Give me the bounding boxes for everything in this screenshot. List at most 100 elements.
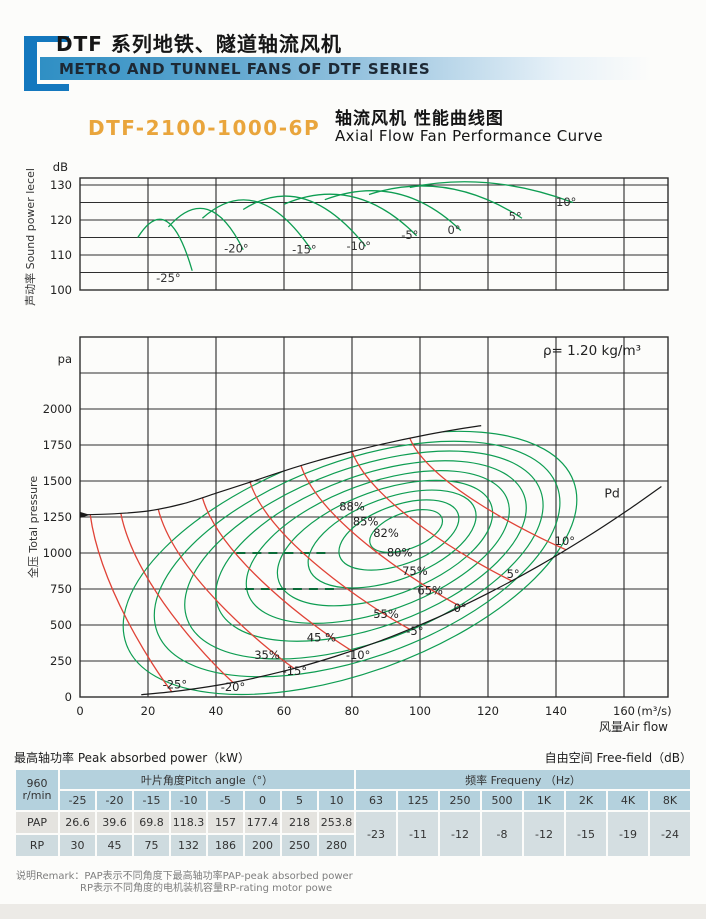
sound-curve--20° [167, 207, 244, 251]
y-tick-label: 1750 [43, 438, 72, 452]
free-field-db-value: -23 [356, 812, 396, 856]
rp-value: 200 [245, 835, 280, 856]
pitch-curve--10° [201, 497, 353, 652]
frequency-value: 500 [482, 791, 522, 810]
x-tick-label: 0 [76, 704, 83, 718]
y-tick-label: 1500 [43, 474, 72, 488]
x-tick-label: 20 [141, 704, 156, 718]
sound-curve-label: -25° [156, 271, 181, 285]
pitch-angle-header: 叶片角度Pitch angle（°） [60, 770, 354, 789]
y-tick-label: 100 [50, 283, 72, 297]
table-titles: 最高轴功率 Peak absorbed power（kW） 自由空间 Free-… [14, 749, 692, 766]
y-tick-label: 0 [65, 690, 72, 704]
sound-curve-label: 10° [556, 195, 576, 209]
envelope-axis-marker [80, 511, 90, 518]
pitch-curve-5° [351, 451, 513, 582]
density-annotation: ρ= 1.20 kg/m³ [543, 343, 641, 359]
x-axis-unit: (m³/s) [637, 704, 672, 718]
pitch-curve--15° [157, 508, 295, 670]
rp-value: 132 [171, 835, 206, 856]
remark: 说明Remark：PAP表示不同角度下最高轴功率PAP-peak absorbe… [16, 871, 353, 895]
y-axis-title: 声动率 Sound power lecel [23, 168, 37, 306]
pitch-angle-value: 0 [245, 791, 280, 810]
banner-text: METRO AND TUNNEL FANS OF DTF SERIES [59, 59, 431, 78]
frequency-value: 8K [650, 791, 690, 810]
rp-value: 75 [134, 835, 169, 856]
sound-curve-label: 5° [509, 210, 522, 224]
frequency-value: 250 [440, 791, 480, 810]
frequency-value: 125 [398, 791, 438, 810]
y-tick-label: 1000 [43, 546, 72, 560]
performance-chart: Pd 88% 85%82% 80% 75% 65% 55% 45 % 35% -25° -20° -1… [26, 336, 672, 734]
x-tick-label: 40 [209, 704, 224, 718]
frequency-header: 频率 Frequeny （Hz） [356, 770, 690, 789]
y-axis-title: 全压 Total pressure [26, 476, 40, 578]
sound-curve-label: -15° [292, 242, 317, 256]
x-tick-label: 140 [545, 704, 567, 718]
sound-curve-label: -20° [224, 242, 249, 256]
efficiency-label: 35% [254, 648, 280, 662]
y-tick-label: 1250 [43, 510, 72, 524]
pitch-angle-value: 5 [282, 791, 317, 810]
free-field-db-value: -19 [608, 812, 648, 856]
y-axis-unit: dB [53, 160, 68, 174]
efficiency-contours [122, 430, 578, 696]
free-field-db-value: -24 [650, 812, 690, 856]
remark-line-1: 说明Remark：PAP表示不同角度下最高轴功率PAP-peak absorbe… [16, 871, 353, 882]
y-tick-label: 500 [50, 618, 72, 632]
sound-curve--10° [242, 195, 367, 247]
sound-power-chart: -25° -20° -15° -10° -5° 0° 5° 10° 100 110 120 130 dB… [23, 160, 669, 306]
speed-cell: 960 r/min [16, 770, 58, 810]
page-title: DTF 系列地铁、隧道轴流风机 [56, 32, 342, 56]
x-tick-label: 80 [345, 704, 360, 718]
rp-value: 186 [208, 835, 243, 856]
table-title-right: 自由空间 Free-field（dB） [544, 751, 692, 765]
rp-value: 280 [319, 835, 354, 856]
efficiency-label: 85% [353, 515, 379, 529]
pitch-angle-label: -10° [346, 648, 371, 662]
x-tick-label: 120 [477, 704, 499, 718]
pitch-angle-label: 0° [454, 601, 467, 615]
pd-label: Pd [604, 486, 619, 501]
x-tick-label: 100 [409, 704, 431, 718]
y-tick-label: 250 [50, 654, 72, 668]
pap-value: 39.6 [97, 812, 132, 833]
rp-row-label: RP [16, 835, 58, 856]
x-axis-title: 风量Air flow [599, 720, 668, 734]
sound-curve-label: 0° [447, 223, 460, 237]
pitch-angle-label: -5° [406, 624, 423, 638]
pitch-angle-label: -15° [283, 664, 308, 678]
pitch-angle-value: -5 [208, 791, 243, 810]
sound-curve-0° [324, 190, 462, 231]
efficiency-label: 88% [339, 499, 365, 513]
pap-value: 218 [282, 812, 317, 833]
pitch-curve-10° [409, 437, 567, 551]
chart-title-cn: 轴流风机 性能曲线图 [335, 109, 504, 129]
pap-row-label: PAP [16, 812, 58, 833]
free-field-db-value: -8 [482, 812, 522, 856]
pap-value: 253.8 [319, 812, 354, 833]
pitch-angle-value: -15 [134, 791, 169, 810]
free-field-db-value: -12 [440, 812, 480, 856]
sound-curve--25° [137, 218, 193, 271]
rp-value: 250 [282, 835, 317, 856]
free-field-db-value: -15 [566, 812, 606, 856]
pitch-curve--20° [120, 513, 234, 683]
page-bottom-shade [0, 904, 706, 919]
pitch-curve--25° [89, 514, 173, 693]
rp-value: 45 [97, 835, 132, 856]
pap-value: 118.3 [171, 812, 206, 833]
efficiency-label: 45 % [307, 631, 336, 645]
x-tick-label: 160 [613, 704, 635, 718]
pitch-angle-curves [89, 437, 567, 693]
y-tick-label: 120 [50, 213, 72, 227]
efficiency-label: 75% [402, 564, 428, 578]
efficiency-label: 65% [417, 583, 443, 597]
pitch-angle-label: 5° [507, 567, 520, 581]
pitch-curve--5° [249, 481, 411, 630]
sound-curve-10° [409, 181, 574, 204]
envelope-curve [79, 425, 482, 516]
pd-curve [141, 486, 662, 696]
table-title-left: 最高轴功率 Peak absorbed power（kW） [14, 751, 250, 765]
